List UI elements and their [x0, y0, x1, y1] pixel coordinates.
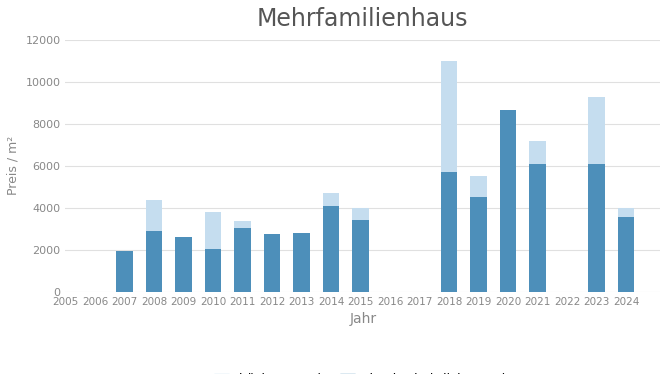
Bar [352, 208, 369, 292]
Bar [146, 200, 162, 292]
Bar [205, 212, 221, 292]
Bar [352, 220, 369, 292]
Legend: höchster Preis, durchschnittlicher Preis: höchster Preis, durchschnittlicher Preis [209, 368, 517, 374]
Bar [530, 164, 546, 292]
Bar [323, 206, 339, 292]
Bar [588, 96, 605, 292]
Bar [293, 233, 309, 292]
Bar [500, 110, 516, 292]
Y-axis label: Preis / m²: Preis / m² [7, 136, 20, 195]
Bar [618, 217, 634, 292]
Bar [234, 221, 251, 292]
Bar [470, 176, 487, 292]
Bar [441, 172, 457, 292]
X-axis label: Jahr: Jahr [350, 312, 376, 326]
Bar [234, 228, 251, 292]
Bar [146, 231, 162, 292]
Bar [264, 234, 280, 292]
Bar [205, 249, 221, 292]
Bar [441, 61, 457, 292]
Bar [116, 251, 133, 292]
Bar [530, 141, 546, 292]
Title: Mehrfamilienhaus: Mehrfamilienhaus [257, 7, 468, 31]
Bar [323, 193, 339, 292]
Bar [588, 164, 605, 292]
Bar [175, 237, 191, 292]
Bar [470, 197, 487, 292]
Bar [618, 208, 634, 292]
